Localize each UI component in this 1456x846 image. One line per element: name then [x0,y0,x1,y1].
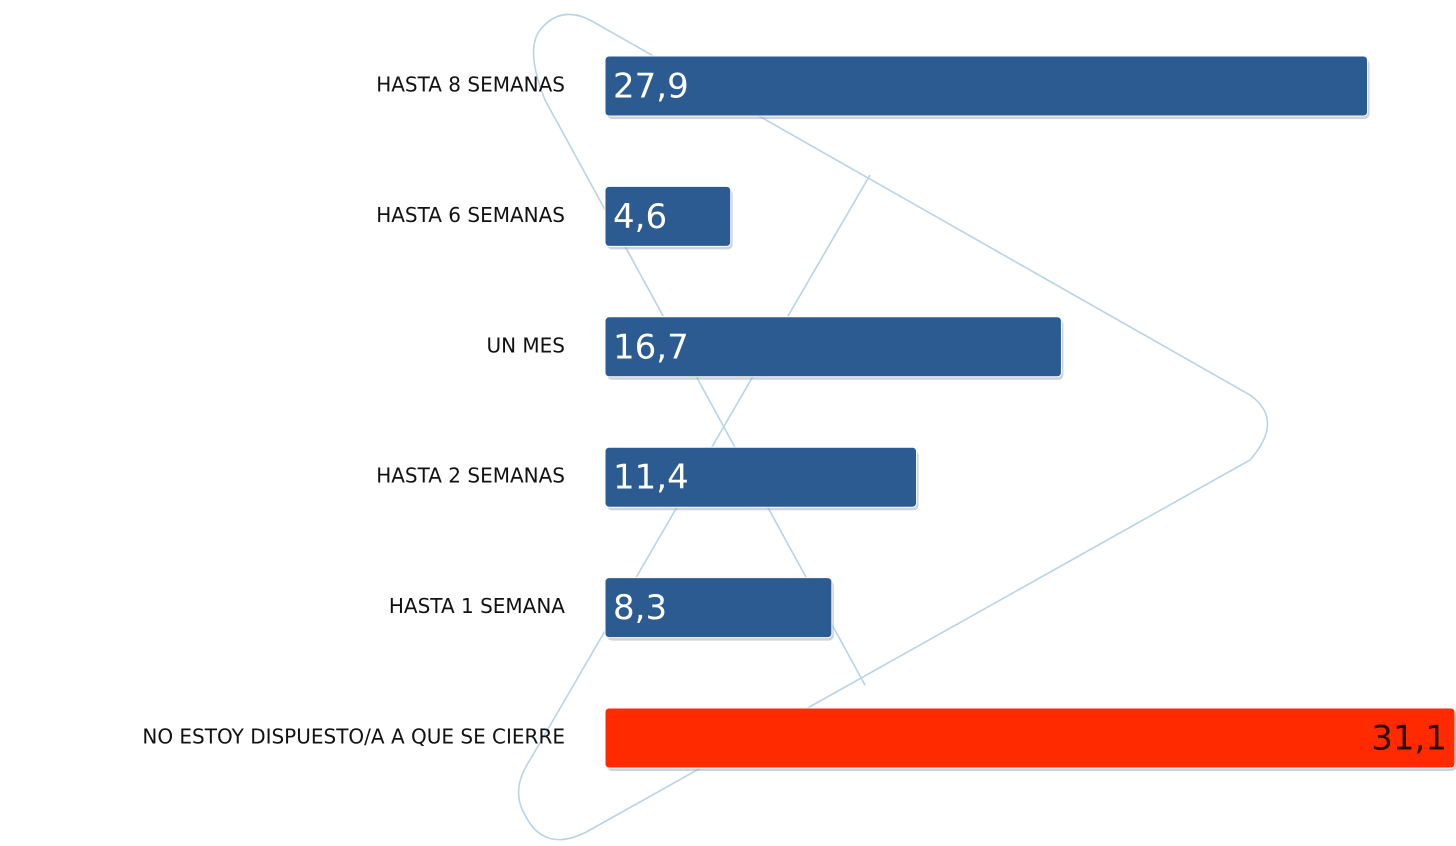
bar [604,185,732,247]
value-label: 16,7 [613,327,689,367]
value-label: 31,1 [1371,719,1447,759]
category-label: NO ESTOY DISPUESTO/A A QUE SE CIERRE [142,725,565,749]
bar [604,577,833,639]
bar [604,446,918,508]
category-label: HASTA 1 SEMANA [389,594,565,618]
value-label: 11,4 [613,458,689,498]
category-label: HASTA 2 SEMANAS [376,464,565,488]
background-decoration [517,13,1269,841]
value-label: 27,9 [613,67,689,107]
decoration-outline [517,13,1269,841]
category-label: HASTA 6 SEMANAS [376,203,565,227]
bar [604,316,1062,378]
decoration-line [532,29,866,686]
bar [604,55,1369,117]
value-label: 4,6 [613,197,667,237]
category-label: UN MES [486,333,565,357]
value-label: 8,3 [613,588,667,628]
bar [604,707,1456,769]
category-label: HASTA 8 SEMANAS [376,73,565,97]
